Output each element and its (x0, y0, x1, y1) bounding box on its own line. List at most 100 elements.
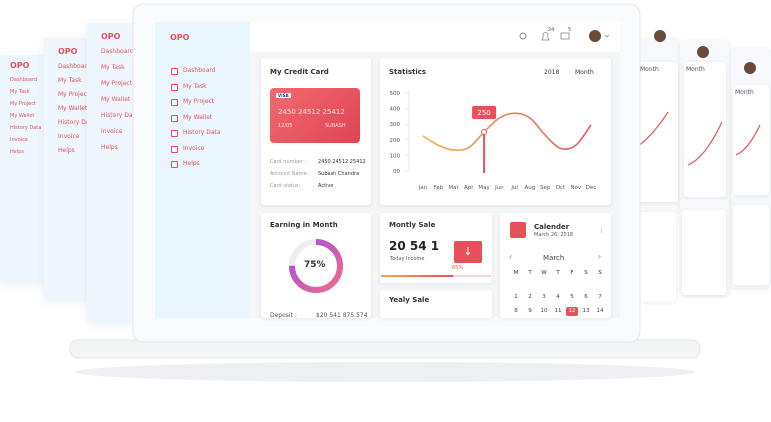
back-menu-item: Helps (58, 147, 75, 154)
day[interactable]: 5 (570, 294, 574, 300)
back-menu-item: My Task (10, 89, 30, 95)
day[interactable]: 6 (584, 294, 588, 300)
day[interactable]: 3 (542, 294, 546, 300)
day[interactable]: 10 (540, 308, 548, 314)
statistics-title: Statistics (389, 68, 427, 76)
weekday: F (570, 270, 574, 276)
menu-icon (171, 130, 178, 137)
back-logo: OPO (101, 32, 121, 41)
menu-item[interactable]: My Project (183, 98, 215, 105)
menu-icon (171, 114, 178, 122)
back-menu-item: My Project (101, 80, 133, 87)
back-menu-item: Invoice (58, 133, 80, 140)
back-logo: OPO (58, 47, 78, 56)
back-menu-item: My Task (101, 64, 125, 71)
back-menu-item: Dashboard (101, 48, 134, 55)
detail-label: Account Name: (270, 171, 309, 177)
back-card (733, 205, 769, 285)
deposit-value: $20 541 875.574 (316, 312, 368, 319)
menu-item[interactable]: History Data (183, 129, 221, 136)
calendar-icon (510, 222, 526, 238)
weekday: S (598, 270, 602, 276)
progress-label: 65% (452, 265, 464, 271)
menu-item[interactable]: Helps (183, 160, 200, 167)
down-button[interactable]: ↓ (454, 241, 482, 263)
back-menu-item: My Project (58, 91, 90, 98)
back-card (682, 210, 726, 295)
day[interactable]: 14 (596, 308, 604, 314)
day[interactable]: 11 (554, 308, 562, 314)
weekday: W (541, 270, 547, 276)
calendar-panel: Calender March 26, 2018 ⋮ ‹ › March M T W T… (500, 213, 611, 318)
card-number: 2450 24512 25412 (278, 108, 345, 116)
day[interactable]: 2 (528, 294, 532, 300)
notification-count: 24 (548, 27, 555, 33)
earning-panel: Earning in Month 75% Deposit : $20 541 8… (261, 213, 371, 319)
day[interactable]: 12 (566, 307, 578, 316)
menu-icon (171, 99, 178, 106)
weekday: M (513, 270, 519, 276)
period: Month (640, 66, 659, 73)
back-menu-item: My Project (10, 101, 36, 107)
back-card (640, 212, 676, 302)
day[interactable]: 8 (514, 308, 518, 314)
period: Month (735, 89, 754, 96)
menu-item[interactable]: Invoice (183, 144, 205, 152)
earning-title: Earning in Month (270, 221, 338, 229)
calendar-month: March (543, 254, 565, 262)
monthly-amount: 20 54 1 (389, 239, 440, 253)
weekday: T (556, 270, 560, 276)
back-card: Month (684, 62, 726, 197)
card-brand: VISA (276, 93, 291, 98)
card-title: My Credit Card (270, 68, 329, 76)
back-menu-item: History Data (58, 119, 90, 126)
card-holder: SUBASH (325, 123, 346, 129)
back-menu-item: My Wallet (101, 96, 131, 103)
back-menu-item: Helps (101, 144, 118, 151)
message-count: 5 (568, 27, 572, 33)
back-menu-item: Helps (10, 149, 25, 155)
progress-track (381, 275, 491, 277)
progress-bar (381, 275, 453, 277)
back-menu-item: History Data (10, 125, 42, 131)
next-month[interactable]: › (598, 252, 602, 261)
menu-icon (171, 161, 178, 168)
calendar-menu[interactable]: ⋮ (598, 226, 605, 234)
day[interactable]: 4 (556, 294, 560, 300)
monthly-sale-title: Montly Sale (389, 221, 436, 229)
yearly-sale-panel: Yealy Sale (380, 290, 492, 318)
detail-label: Card number : (270, 159, 307, 165)
detail-value: Active (318, 183, 334, 189)
weekday: S (584, 270, 588, 276)
menu-icon (171, 145, 178, 153)
deposit-label: Deposit : (270, 312, 297, 319)
day[interactable]: 9 (528, 308, 532, 314)
back-menu-item: My Wallet (58, 105, 88, 112)
back-menu-item: Dashboard (58, 63, 90, 70)
bank-card: VISA 2450 24512 25412 12/05 SUBASH (270, 88, 360, 143)
back-menu-item: My Wallet (10, 113, 35, 119)
monthly-sale-panel: Montly Sale 20 54 1 Today Income ↓ 65% (380, 213, 492, 283)
menu-item[interactable]: My Task (183, 82, 207, 90)
weekday: T (528, 270, 532, 276)
menu-item[interactable]: Dashboard (183, 67, 216, 74)
day[interactable]: 1 (514, 294, 518, 300)
period: Month (686, 66, 705, 73)
back-menu-item: Dashboard (10, 77, 38, 83)
back-screen: OPO Dashboard My Task My Project My Wallet Hi… (0, 55, 44, 283)
day[interactable]: 13 (582, 308, 590, 314)
day[interactable]: 7 (598, 294, 602, 300)
card-expiry: 12/05 (278, 123, 293, 129)
back-menu-item: My Task (58, 77, 82, 84)
prev-month[interactable]: ‹ (509, 252, 513, 261)
statistics-panel: Statistics 2018 Month (380, 58, 611, 205)
year-select[interactable]: 2018 (544, 69, 560, 76)
calendar-title: Calender (534, 223, 570, 231)
period-select[interactable]: Month (575, 69, 594, 76)
back-menu-item: History Data (101, 112, 137, 119)
menu-item[interactable]: My Wallet (183, 113, 213, 121)
menu-icon (171, 68, 178, 75)
earning-percent: 75% (304, 260, 326, 270)
detail-value: Subash Chandra (318, 171, 360, 177)
